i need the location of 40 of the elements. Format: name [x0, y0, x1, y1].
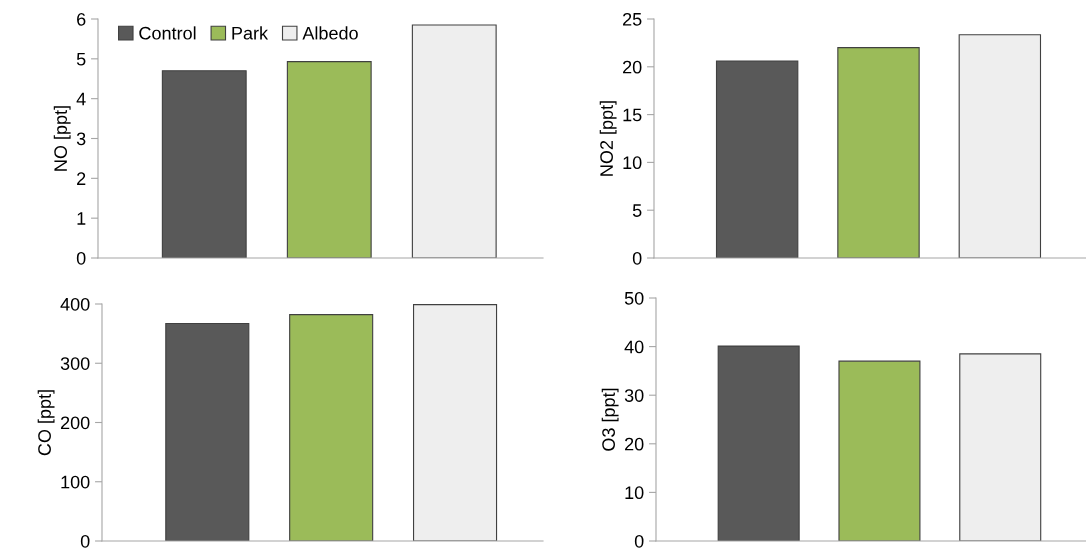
bar	[411, 24, 497, 258]
y-tick-label: 200	[60, 416, 90, 430]
bar	[715, 60, 799, 258]
y-tick-label: 25	[623, 12, 642, 26]
y-tick-label: 0	[634, 534, 644, 548]
y-axis-title: CO [ppt]	[37, 390, 55, 456]
y-tick-label: 10	[623, 156, 642, 170]
bar	[958, 34, 1042, 258]
legend-label: Albedo	[302, 26, 358, 40]
legend-label: Control	[139, 26, 196, 40]
y-tick-label: 0	[76, 251, 86, 265]
y-tick-label: 400	[60, 297, 90, 311]
y-tick-label: 10	[625, 486, 644, 500]
y-tick-label: 20	[625, 437, 644, 451]
bar	[838, 360, 921, 541]
y-tick-label: 0	[632, 251, 642, 265]
bar	[717, 345, 800, 541]
bar	[286, 61, 372, 258]
legend-label: Park	[232, 26, 269, 40]
y-tick-label: 1	[77, 212, 86, 225]
y-tick-label: 50	[624, 291, 644, 305]
y-tick-label: 40	[624, 340, 644, 354]
y-tick-label: 2	[77, 172, 86, 185]
y-axis-title: NO2 [ppt]	[599, 101, 617, 176]
y-tick-label: 4	[76, 92, 86, 106]
y-tick-label: 30	[624, 389, 644, 402]
y-tick-label: 5	[76, 52, 86, 66]
y-tick-label: 20	[623, 60, 642, 74]
y-axis-title: O3 [ppt]	[601, 388, 619, 451]
bar	[837, 47, 920, 258]
y-tick-label: 6	[77, 12, 86, 26]
y-axis-title: NO [ppt]	[53, 106, 71, 171]
y-tick-label: 3	[76, 132, 86, 146]
y-tick-label: 100	[61, 475, 90, 489]
bar	[959, 353, 1042, 541]
y-tick-label: 0	[80, 534, 90, 548]
y-tick-label: 5	[632, 204, 642, 217]
y-tick-label: 15	[623, 108, 642, 122]
y-tick-label: 300	[60, 357, 90, 370]
bar	[161, 70, 247, 258]
